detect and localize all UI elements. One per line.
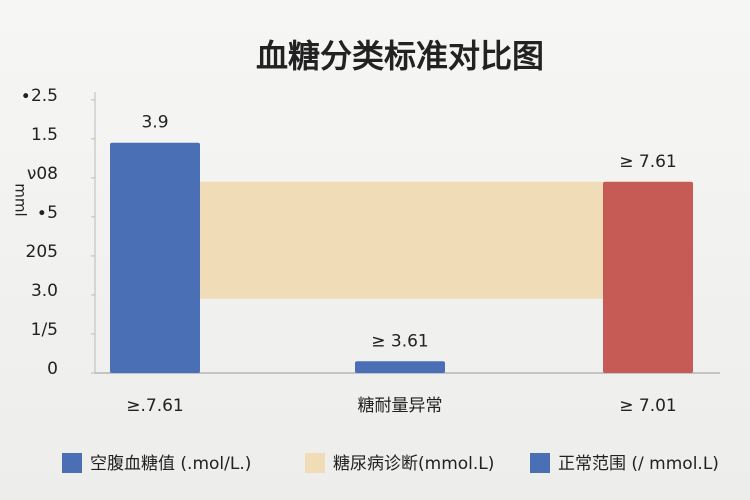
bar bbox=[110, 142, 200, 373]
x-tick-label: ≥.7.61 bbox=[126, 396, 184, 416]
y-tick-label: ∙5 bbox=[37, 203, 58, 223]
legend-swatch bbox=[305, 453, 325, 473]
x-tick-label: ≥ 7.01 bbox=[619, 396, 677, 416]
x-tick-label: 糖耐量异常 bbox=[358, 396, 443, 416]
legend-swatch bbox=[62, 453, 82, 473]
y-tick-label: 1/5 bbox=[31, 320, 58, 340]
legend-swatch bbox=[530, 453, 550, 473]
data-label: ≥ 7.61 bbox=[619, 152, 677, 172]
y-axis-title: mml bbox=[12, 183, 30, 216]
bar bbox=[355, 361, 445, 373]
bar bbox=[603, 181, 693, 373]
y-tick-label: 0 bbox=[47, 359, 58, 379]
y-tick-label: 1.5 bbox=[31, 125, 58, 145]
y-tick-label: ν08 bbox=[27, 164, 58, 184]
y-tick-label: ∙2.5 bbox=[20, 86, 58, 106]
y-tick-label: 205 bbox=[26, 242, 58, 262]
data-label: 3.9 bbox=[141, 113, 168, 133]
range-band bbox=[200, 181, 603, 299]
y-tick-label: 3.0 bbox=[31, 281, 58, 301]
legend-label: 糖尿病诊断(mmol.L) bbox=[333, 454, 494, 474]
legend-label: 空腹血糖值 (.mol/L.) bbox=[90, 454, 251, 474]
chart-title: 血糖分类标准对比图 bbox=[256, 37, 544, 75]
legend-label: 正常范围 (/ mmol.L) bbox=[558, 454, 719, 474]
data-label: ≥ 3.61 bbox=[371, 331, 429, 351]
